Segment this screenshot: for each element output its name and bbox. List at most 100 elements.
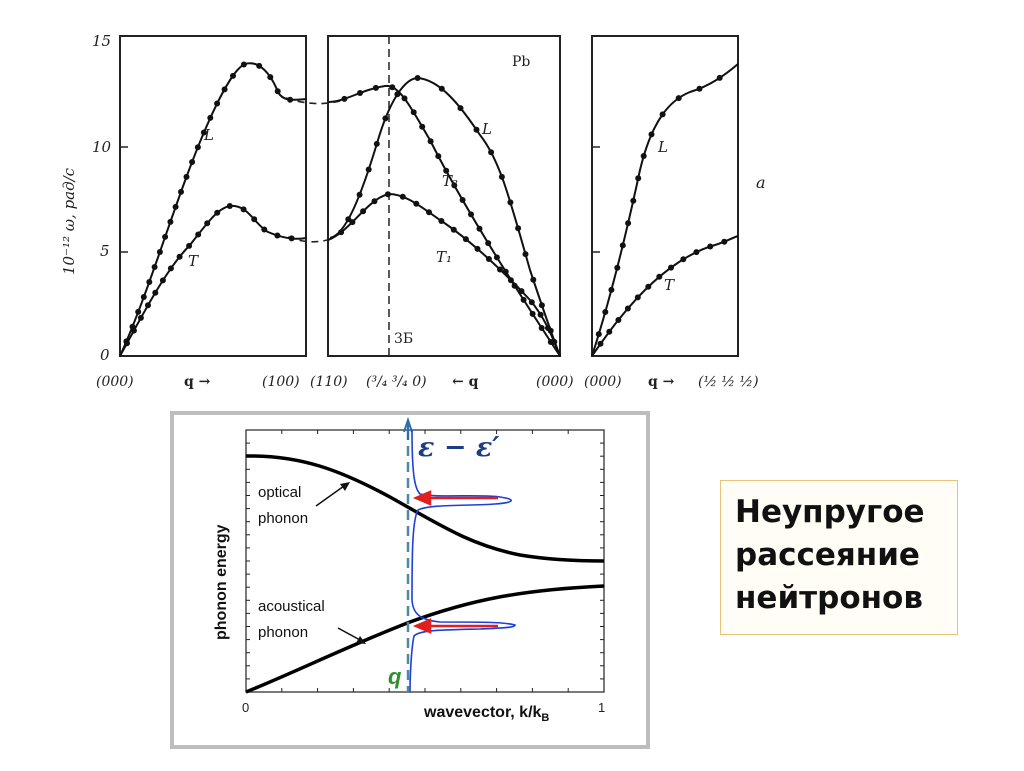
data-point xyxy=(511,282,518,289)
data-point xyxy=(240,206,247,213)
data-point xyxy=(267,74,274,81)
data-point xyxy=(167,265,174,272)
data-point xyxy=(675,95,682,102)
data-point xyxy=(522,251,529,258)
data-point xyxy=(274,232,281,239)
data-point xyxy=(518,288,525,295)
data-point xyxy=(537,311,544,318)
panel-2-continuation-curve xyxy=(327,84,561,357)
data-point xyxy=(529,310,536,317)
data-point xyxy=(645,283,652,290)
data-point xyxy=(371,198,378,205)
optical-pointer xyxy=(315,485,345,507)
data-point xyxy=(438,218,445,224)
top-figure-frames xyxy=(119,35,739,357)
data-point xyxy=(145,302,151,309)
data-point xyxy=(721,238,728,245)
data-point xyxy=(476,225,483,232)
data-point xyxy=(130,327,137,334)
data-point xyxy=(608,286,615,293)
y-axis-label: 10⁻¹² ω, рад/с xyxy=(60,167,78,275)
acoustical-pointer xyxy=(337,627,361,641)
x-label-p2-mid: (³/₄ ³/₄ 0) xyxy=(366,374,427,390)
data-point xyxy=(159,277,166,284)
data-point xyxy=(520,296,527,303)
data-point xyxy=(287,96,294,103)
data-point xyxy=(394,91,401,98)
optical-pointer-head xyxy=(340,482,350,491)
data-point xyxy=(372,84,379,91)
data-point xyxy=(538,325,545,331)
data-point xyxy=(668,264,674,271)
top-y-ticks xyxy=(120,146,600,253)
x-label-p1-q: q → xyxy=(184,374,211,390)
data-point xyxy=(338,229,345,236)
x-label-p3-q: q → xyxy=(648,374,675,390)
data-point xyxy=(497,266,503,273)
data-point xyxy=(716,74,723,81)
y-tick-0: 0 xyxy=(100,346,110,364)
panel-2-T1-curve xyxy=(327,192,561,357)
panel-letter: а xyxy=(756,173,766,192)
panel-3-L-curve xyxy=(591,63,739,357)
x-label-p1-left: (000) xyxy=(96,374,134,390)
data-point xyxy=(515,225,522,232)
bottom-x-label: wavevector, k/kB xyxy=(423,704,549,724)
data-point xyxy=(156,249,163,255)
x-label-p3-right: (½ ½ ½) xyxy=(698,374,759,390)
data-point xyxy=(435,153,442,160)
data-point xyxy=(384,191,391,198)
data-point xyxy=(152,289,159,296)
data-point xyxy=(240,61,247,68)
acoustical-label-line2: phonon xyxy=(258,624,308,641)
data-point xyxy=(288,235,295,242)
data-point xyxy=(438,85,445,92)
panel-1-L-curve xyxy=(119,62,307,357)
data-point xyxy=(373,140,380,147)
data-point xyxy=(360,208,367,215)
label-p1-L: L xyxy=(203,126,214,144)
data-point xyxy=(389,84,396,91)
data-point xyxy=(507,277,514,284)
data-point xyxy=(183,173,190,180)
data-point xyxy=(459,197,466,203)
panel-3-T-curve xyxy=(591,235,739,357)
data-point xyxy=(462,236,469,243)
bottom-x-tick-0: 0 xyxy=(242,700,249,715)
data-point xyxy=(597,340,604,347)
data-point xyxy=(419,123,426,130)
data-point xyxy=(457,105,464,112)
data-point xyxy=(635,175,642,182)
data-point xyxy=(595,331,602,338)
data-point xyxy=(615,317,622,323)
x-label-p2-right: (000) xyxy=(536,374,574,390)
data-point xyxy=(135,308,142,315)
data-point xyxy=(426,209,432,216)
data-point xyxy=(124,340,130,347)
data-point xyxy=(485,256,492,262)
data-point xyxy=(410,109,417,116)
bottom-figure-border xyxy=(170,411,650,749)
y-tick-10: 10 xyxy=(92,138,112,156)
data-point xyxy=(507,199,514,206)
data-point xyxy=(538,302,545,309)
data-point xyxy=(474,245,481,252)
x-label-p1-right: (100) xyxy=(262,374,300,390)
data-point xyxy=(382,115,389,122)
top-data-points xyxy=(123,61,728,347)
data-point xyxy=(451,182,458,189)
data-point xyxy=(634,294,641,301)
data-point xyxy=(488,149,495,156)
y-tick-5: 5 xyxy=(100,242,110,260)
q-label: q xyxy=(388,664,402,689)
data-point xyxy=(693,249,700,256)
data-point xyxy=(551,338,558,345)
data-point xyxy=(545,325,551,331)
energy-transfer-arrows xyxy=(412,490,498,634)
data-point xyxy=(640,153,647,159)
data-point xyxy=(251,216,258,223)
acoustical-pointer-head xyxy=(356,636,366,644)
data-point xyxy=(530,276,537,283)
data-point xyxy=(137,314,144,321)
